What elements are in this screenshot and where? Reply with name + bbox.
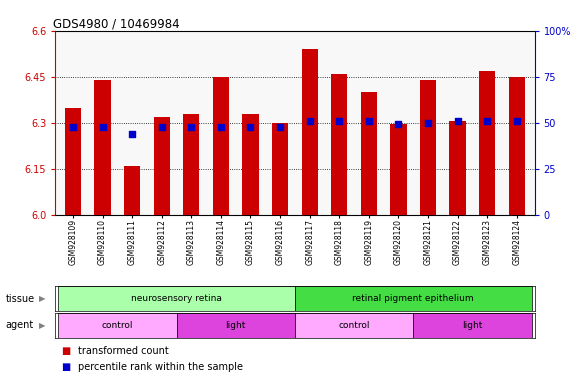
Bar [242, 114, 259, 215]
Text: ▶: ▶ [39, 321, 46, 330]
Bar [420, 80, 436, 215]
Point [424, 120, 433, 126]
Bar [450, 121, 466, 215]
Point [364, 118, 374, 124]
Point [157, 124, 166, 131]
Text: ▶: ▶ [39, 294, 46, 303]
Bar [302, 49, 318, 215]
Bar [331, 74, 347, 215]
Bar [124, 166, 140, 215]
Text: percentile rank within the sample: percentile rank within the sample [78, 362, 243, 372]
Point [335, 118, 344, 124]
Point [216, 124, 225, 131]
Point [512, 118, 521, 124]
Bar [58, 286, 295, 311]
Bar [361, 92, 377, 215]
Bar [213, 77, 229, 215]
Bar [295, 313, 413, 338]
Point [453, 118, 462, 124]
Bar [508, 77, 525, 215]
Text: neurosensory retina: neurosensory retina [131, 294, 222, 303]
Text: GDS4980 / 10469984: GDS4980 / 10469984 [53, 18, 180, 31]
Bar [272, 123, 288, 215]
Text: light: light [225, 321, 246, 330]
Text: ■: ■ [61, 346, 70, 356]
Bar [94, 80, 110, 215]
Point [275, 124, 285, 131]
Text: light: light [462, 321, 483, 330]
Point [483, 118, 492, 124]
Text: retinal pigment epithelium: retinal pigment epithelium [353, 294, 474, 303]
Text: agent: agent [6, 320, 34, 331]
Bar [390, 124, 407, 215]
Bar [295, 286, 532, 311]
Bar [177, 313, 295, 338]
Point [187, 124, 196, 131]
Point [98, 124, 107, 131]
Text: tissue: tissue [6, 293, 35, 304]
Point [127, 131, 137, 137]
Bar [183, 114, 199, 215]
Text: ■: ■ [61, 362, 70, 372]
Bar [58, 313, 177, 338]
Text: control: control [338, 321, 370, 330]
Point [69, 124, 78, 131]
Bar [153, 117, 170, 215]
Point [394, 121, 403, 127]
Point [246, 124, 255, 131]
Point [305, 118, 314, 124]
Bar [65, 108, 81, 215]
Text: transformed count: transformed count [78, 346, 169, 356]
Bar [413, 313, 532, 338]
Text: control: control [102, 321, 133, 330]
Bar [479, 71, 496, 215]
